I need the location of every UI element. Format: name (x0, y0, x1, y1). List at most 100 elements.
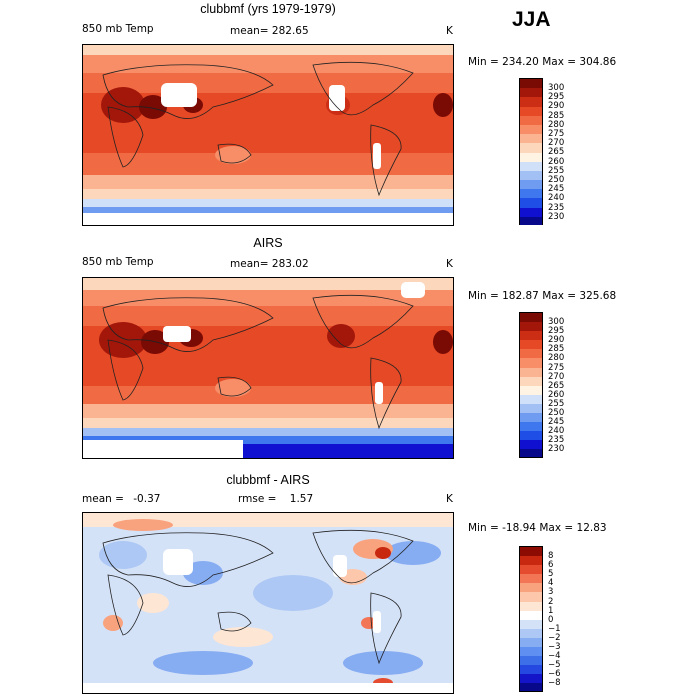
cbar1-swatch (520, 124, 542, 135)
cbar1-tick: 245 (548, 184, 565, 195)
map1-missing-tibet (161, 83, 197, 107)
cbar2-swatch (520, 340, 542, 350)
map2-missing-andes (375, 382, 383, 404)
map1-hot-sahara (101, 87, 145, 123)
map1-band-65s (83, 207, 453, 215)
cbar3-swatch (520, 647, 542, 657)
cbar3-swatch (520, 592, 542, 602)
panel2-min-value: 182.87 (502, 290, 539, 302)
map3-coast-namerica (312, 529, 414, 584)
cbar3-tick: −5 (548, 660, 561, 671)
map3-coast-eurasia (102, 532, 274, 587)
cbar2-swatch (520, 376, 542, 386)
map1-coast-africa (107, 106, 144, 168)
map3-coastlines (102, 529, 414, 665)
cbar3-tick: −3 (548, 642, 561, 652)
panel1-min-value: 234.20 (502, 56, 539, 68)
cbar3-swatch (520, 619, 542, 629)
panel3-mean-value: -0.37 (133, 493, 161, 505)
panel3-rmse: rmse = 1.57 (238, 493, 313, 505)
panel1-minmax: Min = 234.20 Max = 304.86 (468, 56, 616, 68)
map1-coast-samerica (370, 124, 402, 197)
map2-coast-eurasia (102, 297, 274, 352)
map2-hot-australia (215, 379, 251, 397)
cbar2-tick: 265 (548, 380, 565, 391)
panel2-minmax: Min = 182.87 Max = 325.68 (468, 290, 616, 302)
cbar2-swatch (520, 413, 542, 423)
map3-anom-cool (99, 541, 147, 569)
map2-band-65s (83, 436, 453, 444)
cbar2-swatch (520, 385, 542, 395)
panel3-min-value: -18.94 (502, 522, 536, 534)
cbar2-swatch (520, 313, 542, 323)
cbar3-swatch (520, 656, 542, 666)
cbar1-swatch (520, 134, 542, 144)
map1-band-25s (83, 153, 453, 175)
map3-coast-samerica (370, 592, 402, 665)
cbar1-tick: 280 (548, 119, 565, 130)
map2-coast-namerica (312, 294, 414, 349)
cbar1-swatch (520, 216, 542, 225)
cbar3-tick: 5 (548, 569, 554, 580)
cbar3-swatch (520, 674, 542, 684)
map2-band-45n (83, 306, 453, 326)
cbar2-swatch (520, 449, 542, 458)
map2-missing-tibet (163, 326, 191, 342)
cbar2-swatch (520, 322, 542, 332)
map1-hot-australia (215, 146, 251, 164)
map2-hot-sahara (99, 322, 147, 358)
cbar2-tick: 295 (548, 326, 565, 337)
map1-hot-westafrica (433, 93, 453, 117)
panel3-mean: mean = -0.37 (82, 493, 160, 505)
cbar2-swatch (520, 403, 542, 414)
map2-band-60n (83, 290, 453, 306)
map1-band-60n (83, 55, 453, 73)
cbar3-swatch (520, 628, 542, 638)
panel2-mean-value: 283.02 (271, 258, 309, 270)
cbar2-tick: 240 (548, 426, 565, 437)
panel3-map-svg (83, 513, 453, 693)
map3-band-north (83, 513, 453, 527)
cbar1-swatch (520, 106, 542, 116)
panel3-max-value: 12.83 (576, 522, 607, 534)
cbar1-tick: 260 (548, 156, 565, 167)
panel1-min-label: Min = (468, 56, 499, 68)
cbar1-tick: 255 (548, 165, 565, 176)
panel1-colorbar (519, 78, 543, 225)
panel3-map (82, 512, 454, 694)
map2-band-arctic (83, 278, 453, 290)
panel1-unit: K (446, 25, 453, 37)
panel2-colorbar (519, 312, 543, 458)
map1-coastlines (102, 61, 414, 197)
cbar3-swatch (520, 583, 542, 593)
map2-hot-mexico (327, 324, 355, 348)
map3-missing-tibet (163, 549, 193, 575)
panel1-mean: mean= 282.65 (230, 25, 309, 37)
cbar2-swatch (520, 349, 542, 359)
cbar1-swatch (520, 97, 542, 107)
cbar2-tick: 260 (548, 389, 565, 400)
cbar1-swatch (520, 180, 542, 190)
panel2-map (82, 277, 454, 459)
map3-missing-rockies (333, 555, 347, 577)
map2-band-40s (83, 404, 453, 418)
map1-missing-rockies (329, 85, 345, 111)
cbar1-swatch (520, 152, 542, 162)
cbar3-tick: −1 (548, 623, 561, 634)
cbar2-tick: 230 (548, 444, 565, 455)
cbar1-tick: 265 (548, 147, 565, 158)
panel2-max-value: 325.68 (579, 290, 617, 302)
cbar2-tick: 235 (548, 435, 565, 446)
map1-band-55s (83, 189, 453, 199)
cbar1-tick: 290 (548, 101, 565, 112)
panel2-mean: mean= 283.02 (230, 258, 309, 270)
cbar3-tick: −4 (548, 651, 561, 662)
map2-band-25s (83, 386, 453, 404)
panel2-map-svg (83, 278, 453, 458)
panel2-variable: 850 mb Temp (82, 256, 154, 268)
map3-missing-antarctica (83, 683, 453, 693)
map1-coast-namerica (312, 61, 414, 116)
cbar1-swatch (520, 143, 542, 153)
cbar2-tick: 270 (548, 371, 565, 382)
panel3-minmax: Min = -18.94 Max = 12.83 (468, 522, 607, 534)
